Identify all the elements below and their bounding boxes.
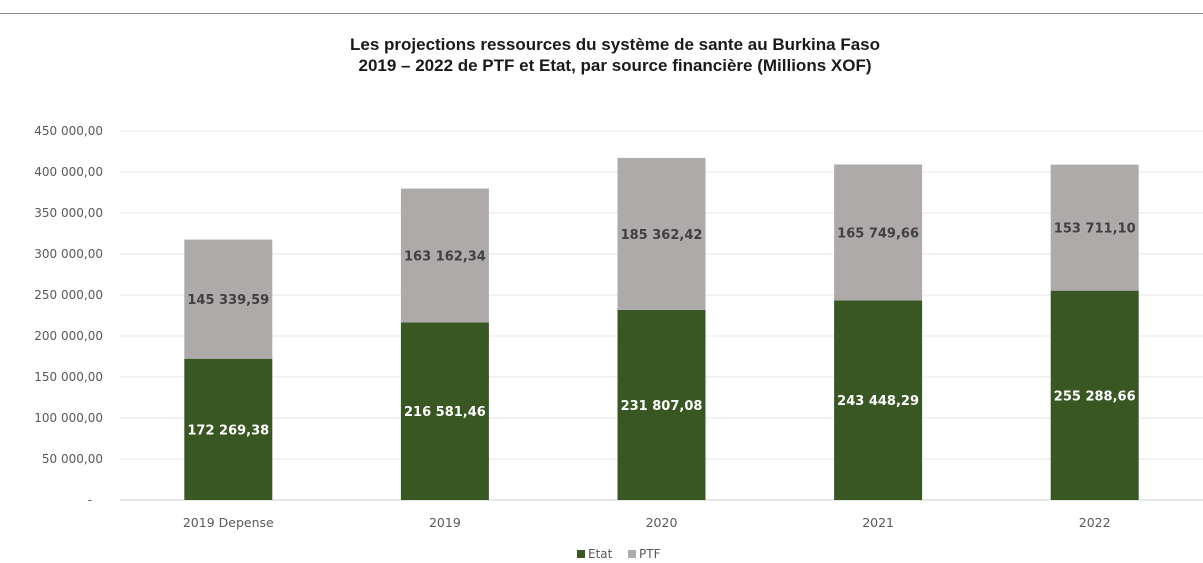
bar-etat-0 [184,358,273,500]
x-category-label-2: 2020 [646,515,678,530]
data-label-ptf-4: 153 711,10 [1054,222,1136,237]
data-label-etat-2: 231 807,08 [621,399,703,414]
chart-title-line-2: 2019 – 2022 de PTF et Etat, par source f… [358,56,872,75]
y-tick-label-2: 100 000,00 [34,411,103,425]
data-label-ptf-2: 185 362,42 [621,228,703,243]
y-tick-label-5: 250 000,00 [34,288,103,302]
y-tick-label-0: - [88,493,92,507]
y-tick-label-7: 350 000,00 [34,206,103,220]
data-label-ptf-1: 163 162,34 [404,250,486,265]
data-label-etat-1: 216 581,46 [404,405,486,420]
y-tick-label-1: 50 000,00 [42,452,103,466]
bar-etat-3 [834,300,923,500]
bar-ptf-1 [400,188,489,323]
y-tick-label-8: 400 000,00 [34,165,103,179]
y-tick-label-6: 300 000,00 [34,247,103,261]
legend-swatch-etat [577,550,585,558]
legend-label-ptf: PTF [639,547,661,561]
legend-label-etat: Etat [588,547,613,561]
data-label-ptf-3: 165 749,66 [837,226,919,241]
data-label-ptf-0: 145 339,59 [187,293,269,308]
bar-ptf-2 [617,157,706,310]
legend-swatch-ptf [628,550,636,558]
bar-etat-1 [400,322,489,500]
bar-etat-4 [1050,290,1139,500]
bar-ptf-3 [834,164,923,301]
y-tick-label-4: 200 000,00 [34,329,103,343]
x-category-label-1: 2019 [429,515,461,530]
bar-etat-2 [617,309,706,500]
bar-ptf-4 [1050,164,1139,291]
y-tick-label-9: 450 000,00 [34,124,103,138]
chart-title-line-1: Les projections ressources du système de… [349,35,881,54]
x-category-label-4: 2022 [1079,515,1111,530]
x-category-label-0: 2019 Depense [183,515,274,530]
x-category-label-3: 2021 [862,515,894,530]
data-label-etat-4: 255 288,66 [1054,389,1136,404]
bar-ptf-0 [184,239,273,359]
top-divider [0,13,1203,14]
data-label-etat-0: 172 269,38 [187,423,269,438]
chart-title: Les projections ressources du système de… [0,34,1203,76]
data-label-etat-3: 243 448,29 [837,394,919,409]
y-tick-label-3: 150 000,00 [34,370,103,384]
